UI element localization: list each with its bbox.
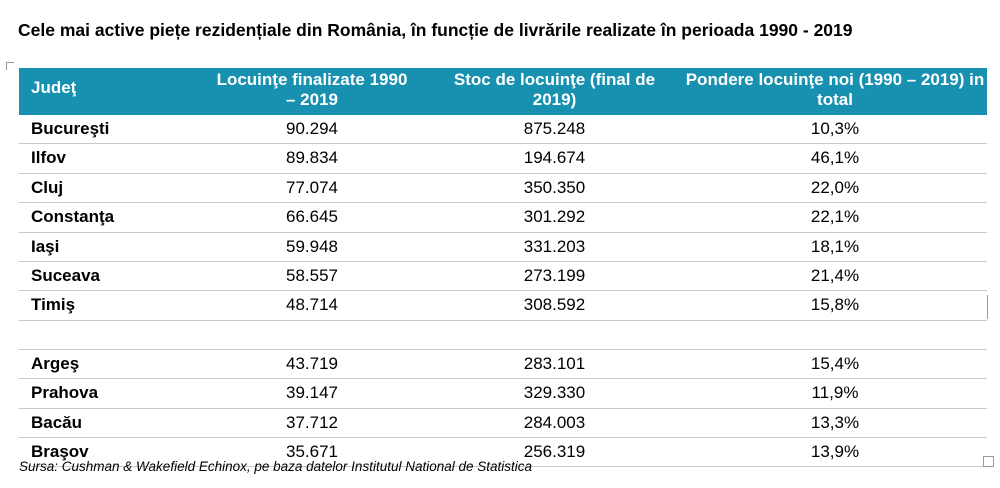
cell-finalizate: 37.712 xyxy=(286,412,338,432)
table-resize-handle[interactable] xyxy=(983,456,994,467)
data-table: Judeţ Locuinţe finalizate 1990 – 2019 St… xyxy=(19,68,987,468)
table-row: Prahova 39.147 329.330 11,9% xyxy=(19,379,987,409)
cell-finalizate: 35.671 xyxy=(286,441,338,461)
cell-stoc: 350.350 xyxy=(523,177,586,197)
table-row: Bucureşti 90.294 875.248 10,3% xyxy=(19,115,987,145)
table-row: Bacău 37.712 284.003 13,3% xyxy=(19,409,987,438)
cell-judet: Cluj xyxy=(31,177,64,197)
cell-judet: Bucureşti xyxy=(31,119,110,138)
header-locuinte-finalizate: Locuinţe finalizate 1990 – 2019 xyxy=(216,70,408,109)
table-row: Timiş 48.714 308.592 15,8% xyxy=(19,291,987,321)
cell-pondere: 18,1% xyxy=(810,236,860,256)
cell-pondere: 21,4% xyxy=(810,265,860,285)
cell-finalizate: 59.948 xyxy=(286,236,338,256)
header-judet: Judeţ xyxy=(31,78,77,97)
cell-judet: Iaşi xyxy=(31,236,60,256)
source-note: Sursa: Cushman & Wakefield Echinox, pe b… xyxy=(19,459,533,474)
table-header: Judeţ Locuinţe finalizate 1990 – 2019 St… xyxy=(19,68,987,115)
cell-judet: Argeş xyxy=(31,353,80,373)
table-row: Constanţa 66.645 301.292 22,1% xyxy=(19,203,987,233)
cell-judet: Suceava xyxy=(31,265,100,285)
cell-pondere: 13,3% xyxy=(810,412,860,432)
empty-row xyxy=(19,321,987,350)
cell-stoc: 284.003 xyxy=(523,412,586,432)
cell-stoc: 194.674 xyxy=(523,148,586,168)
cell-finalizate: 90.294 xyxy=(286,119,338,138)
cell-pondere: 11,9% xyxy=(811,383,859,403)
cell-judet: Timiş xyxy=(31,295,76,315)
cell-finalizate: 66.645 xyxy=(286,207,338,227)
table-row: Braşov 35.671 256.319 13,9% xyxy=(19,438,987,468)
table-row: Ilfov 89.834 194.674 46,1% xyxy=(19,144,987,174)
cell-stoc: 329.330 xyxy=(523,383,586,403)
table-row: Argeş 43.719 283.101 15,4% xyxy=(19,350,987,380)
table-row: Suceava 58.557 273.199 21,4% xyxy=(19,262,987,292)
cell-finalizate: 43.719 xyxy=(286,353,338,373)
cell-stoc: 301.292 xyxy=(523,207,586,227)
cell-pondere: 10,3% xyxy=(810,119,860,138)
cell-stoc: 875.248 xyxy=(523,119,586,138)
page-title: Cele mai active piețe rezidențiale din R… xyxy=(18,20,853,40)
cell-stoc: 256.319 xyxy=(523,441,586,461)
table-row: Iaşi 59.948 331.203 18,1% xyxy=(19,233,987,262)
table-move-handle[interactable] xyxy=(6,62,14,70)
cell-judet: Bacău xyxy=(31,412,83,432)
cell-judet: Braşov xyxy=(31,441,89,461)
cell-judet: Ilfov xyxy=(31,148,66,168)
table-row: Cluj 77.074 350.350 22,0% xyxy=(19,174,987,204)
header-stoc-locuinte: Stoc de locuinţe (final de 2019) xyxy=(453,70,656,109)
cell-stoc: 308.592 xyxy=(523,295,586,315)
cell-finalizate: 89.834 xyxy=(286,148,338,168)
cell-judet: Constanţa xyxy=(31,207,115,227)
cell-pondere: 22,1% xyxy=(810,207,860,227)
cell-pondere: 15,8% xyxy=(810,295,860,315)
cell-finalizate: 48.714 xyxy=(286,295,338,315)
cell-pondere: 13,9% xyxy=(810,441,860,461)
cell-finalizate: 77.074 xyxy=(286,177,338,197)
cell-pondere: 15,4% xyxy=(810,353,860,373)
cell-pondere: 46,1% xyxy=(810,148,860,168)
cell-border-marker xyxy=(987,295,988,319)
cell-finalizate: 58.557 xyxy=(286,265,338,285)
cell-stoc: 273.199 xyxy=(523,265,586,285)
header-pondere: Pondere locuinţe noi (1990 – 2019) in to… xyxy=(685,70,985,109)
cell-stoc: 331.203 xyxy=(523,236,586,256)
cell-pondere: 22,0% xyxy=(810,177,860,197)
cell-stoc: 283.101 xyxy=(523,353,586,373)
cell-finalizate: 39.147 xyxy=(286,383,338,403)
cell-judet: Prahova xyxy=(31,383,99,403)
